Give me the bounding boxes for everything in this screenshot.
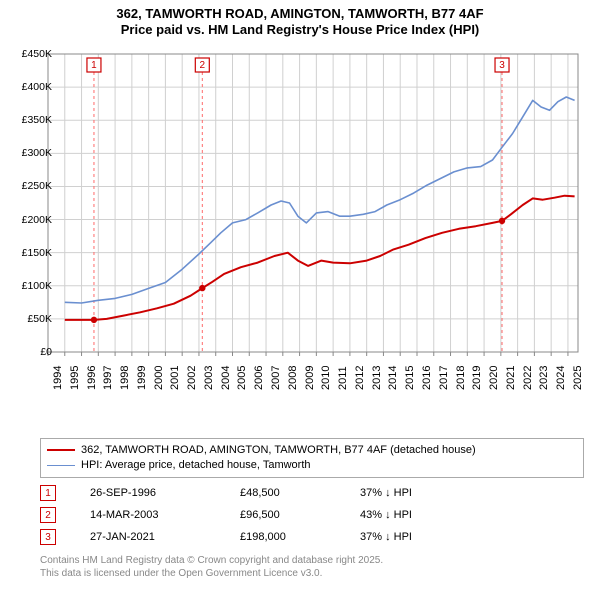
sales-diff: 37% ↓ HPI (360, 487, 480, 499)
y-axis-label: £450K (22, 48, 52, 60)
y-axis-label: £300K (22, 147, 52, 159)
y-axis-label: £150K (22, 247, 52, 259)
svg-text:1: 1 (91, 60, 97, 71)
sales-date: 27-JAN-2021 (90, 531, 240, 543)
x-axis-label: 2019 (471, 366, 483, 390)
x-axis-label: 1999 (136, 366, 148, 390)
x-axis-label: 2014 (387, 366, 399, 390)
x-axis-label: 2001 (169, 366, 181, 390)
sales-price: £198,000 (240, 531, 360, 543)
sales-marker: 3 (40, 529, 56, 545)
sales-table: 126-SEP-1996£48,50037% ↓ HPI214-MAR-2003… (40, 482, 584, 548)
chart-title: 362, TAMWORTH ROAD, AMINGTON, TAMWORTH, … (0, 0, 600, 39)
y-axis-label: £250K (22, 180, 52, 192)
x-axis-label: 2025 (572, 366, 584, 390)
sales-marker: 1 (40, 485, 56, 501)
x-axis-label: 2022 (522, 366, 534, 390)
x-axis-label: 2000 (153, 366, 165, 390)
legend-label: HPI: Average price, detached house, Tamw… (81, 458, 311, 473)
sales-diff: 37% ↓ HPI (360, 531, 480, 543)
x-axis-label: 1996 (86, 366, 98, 390)
x-axis-label: 2020 (488, 366, 500, 390)
x-axis-label: 2004 (220, 366, 232, 390)
x-axis-label: 1995 (69, 366, 81, 390)
y-axis-label: £0 (40, 346, 52, 358)
svg-text:3: 3 (499, 60, 505, 71)
x-axis-label: 2002 (186, 366, 198, 390)
footnote-line-1: Contains HM Land Registry data © Crown c… (40, 554, 383, 567)
sales-date: 14-MAR-2003 (90, 509, 240, 521)
y-axis-label: £400K (22, 81, 52, 93)
x-axis-label: 2016 (421, 366, 433, 390)
sales-price: £48,500 (240, 487, 360, 499)
footnote: Contains HM Land Registry data © Crown c… (40, 554, 383, 580)
x-axis-label: 2023 (538, 366, 550, 390)
x-axis-label: 2018 (455, 366, 467, 390)
legend-swatch (47, 449, 75, 451)
chart-area: 1 2 3 (40, 48, 584, 396)
x-axis-label: 2010 (320, 366, 332, 390)
x-axis-label: 2008 (287, 366, 299, 390)
x-axis-label: 2006 (253, 366, 265, 390)
svg-text:2: 2 (200, 60, 206, 71)
chart-svg: 1 2 3 (40, 48, 584, 396)
x-axis-label: 1997 (102, 366, 114, 390)
chart-container: 362, TAMWORTH ROAD, AMINGTON, TAMWORTH, … (0, 0, 600, 590)
sales-price: £96,500 (240, 509, 360, 521)
title-line-2: Price paid vs. HM Land Registry's House … (0, 22, 600, 38)
y-axis-label: £350K (22, 114, 52, 126)
x-axis-label: 2015 (404, 366, 416, 390)
sales-row: 1 26-SEP-1996£48,50037% ↓ HPI (40, 482, 584, 504)
sales-marker: 2 (40, 507, 56, 523)
x-axis-label: 1994 (52, 366, 64, 390)
x-axis-label: 2003 (203, 366, 215, 390)
sales-diff: 43% ↓ HPI (360, 509, 480, 521)
x-axis-label: 2024 (555, 366, 567, 390)
legend: 362, TAMWORTH ROAD, AMINGTON, TAMWORTH, … (40, 438, 584, 478)
sales-date: 26-SEP-1996 (90, 487, 240, 499)
x-axis-label: 2005 (236, 366, 248, 390)
sales-row: 3 27-JAN-2021£198,00037% ↓ HPI (40, 526, 584, 548)
x-axis-label: 1998 (119, 366, 131, 390)
legend-item: HPI: Average price, detached house, Tamw… (47, 458, 577, 473)
x-axis-label: 2007 (270, 366, 282, 390)
x-axis-label: 2021 (505, 366, 517, 390)
y-axis-label: £200K (22, 214, 52, 226)
y-axis-label: £50K (27, 313, 52, 325)
legend-item: 362, TAMWORTH ROAD, AMINGTON, TAMWORTH, … (47, 443, 577, 458)
y-axis-label: £100K (22, 280, 52, 292)
x-axis-label: 2012 (354, 366, 366, 390)
title-line-1: 362, TAMWORTH ROAD, AMINGTON, TAMWORTH, … (0, 6, 600, 22)
legend-label: 362, TAMWORTH ROAD, AMINGTON, TAMWORTH, … (81, 443, 476, 458)
x-axis-label: 2013 (371, 366, 383, 390)
x-axis-label: 2009 (304, 366, 316, 390)
sales-row: 2 14-MAR-2003£96,50043% ↓ HPI (40, 504, 584, 526)
x-axis-label: 2017 (438, 366, 450, 390)
legend-swatch (47, 465, 75, 466)
footnote-line-2: This data is licensed under the Open Gov… (40, 567, 383, 580)
x-axis-label: 2011 (337, 366, 349, 390)
